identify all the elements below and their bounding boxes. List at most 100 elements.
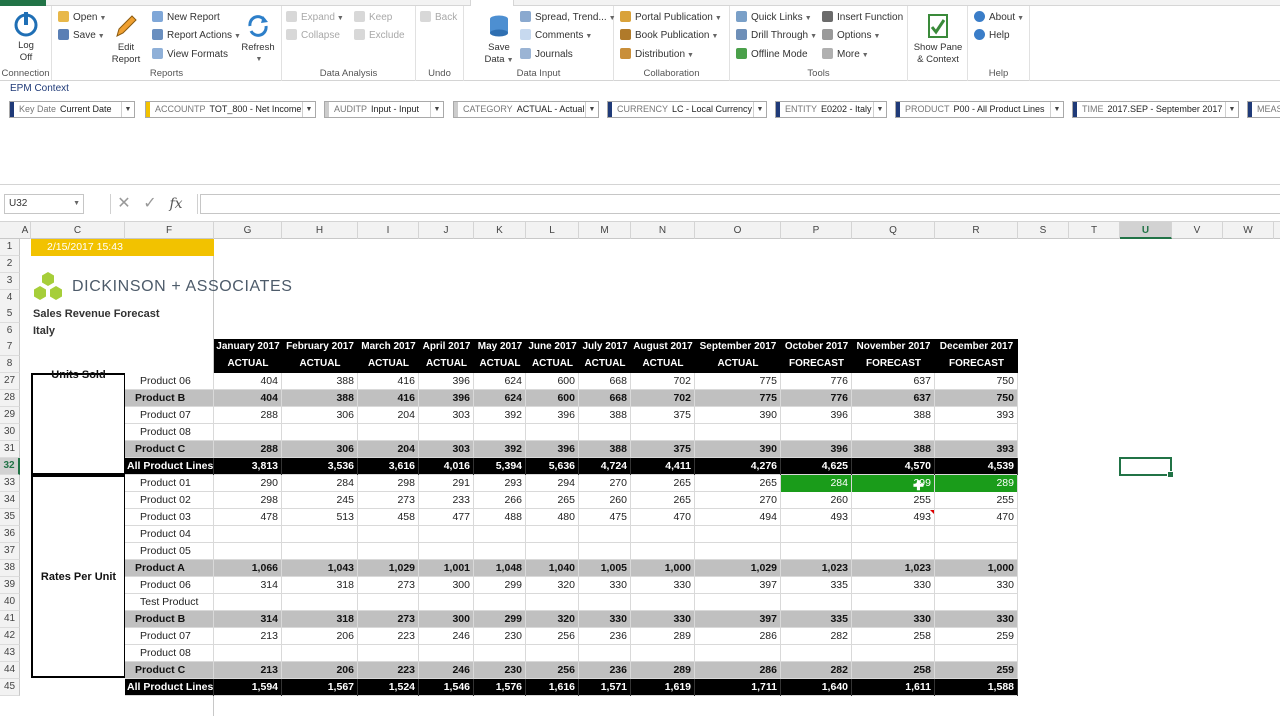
row-header-32[interactable]: 32 [0, 458, 20, 475]
data-cell[interactable]: 230 [474, 628, 526, 645]
data-cell[interactable]: 213 [214, 662, 282, 679]
data-cell[interactable]: 4,539 [935, 458, 1018, 475]
data-cell[interactable]: 223 [358, 628, 419, 645]
column-header-n[interactable]: N [631, 222, 695, 239]
data-cell[interactable]: 1,640 [781, 679, 852, 696]
row-label[interactable]: Product 01 [125, 475, 214, 492]
data-cell[interactable]: 5,394 [474, 458, 526, 475]
data-cell[interactable]: 320 [526, 611, 579, 628]
data-cell[interactable]: 775 [695, 390, 781, 407]
data-cell[interactable]: 330 [579, 611, 631, 628]
data-cell[interactable]: 393 [935, 441, 1018, 458]
data-cell[interactable]: 246 [419, 628, 474, 645]
row-label[interactable]: Product B [125, 390, 214, 407]
data-cell[interactable]: 1,576 [474, 679, 526, 696]
data-cell[interactable]: 600 [526, 390, 579, 407]
new-report-button[interactable]: New Report [152, 9, 220, 26]
data-cell[interactable]: 282 [781, 662, 852, 679]
data-cell[interactable]: 284 [781, 475, 852, 492]
data-cell[interactable] [474, 645, 526, 662]
edit-report-button[interactable]: Edit Report [108, 12, 144, 66]
data-cell[interactable]: 270 [695, 492, 781, 509]
exclude-button[interactable]: Exclude [354, 27, 405, 44]
data-cell[interactable]: 637 [852, 373, 935, 390]
data-cell[interactable]: 416 [358, 390, 419, 407]
data-cell[interactable] [695, 594, 781, 611]
data-cell[interactable] [474, 594, 526, 611]
data-cell[interactable] [419, 645, 474, 662]
row-header-38[interactable]: 38 [0, 560, 20, 577]
data-cell[interactable] [214, 594, 282, 611]
data-cell[interactable]: 245 [282, 492, 358, 509]
data-cell[interactable] [579, 424, 631, 441]
data-cell[interactable]: 493 [781, 509, 852, 526]
row-label[interactable]: Product 07 [125, 407, 214, 424]
data-cell[interactable]: 1,005 [579, 560, 631, 577]
row-label[interactable]: All Product Lines [125, 458, 214, 475]
data-cell[interactable]: 702 [631, 390, 695, 407]
data-cell[interactable]: 396 [419, 373, 474, 390]
data-cell[interactable]: 284 [282, 475, 358, 492]
distribution-button[interactable]: Distribution ▼ [620, 46, 694, 63]
data-cell[interactable]: 404 [214, 373, 282, 390]
data-cell[interactable] [474, 424, 526, 441]
data-cell[interactable] [852, 424, 935, 441]
data-cell[interactable]: 388 [852, 441, 935, 458]
file-tab[interactable] [0, 0, 46, 6]
data-cell[interactable]: 3,813 [214, 458, 282, 475]
data-cell[interactable]: 273 [358, 611, 419, 628]
data-cell[interactable] [526, 543, 579, 560]
data-cell[interactable]: 458 [358, 509, 419, 526]
data-cell[interactable] [474, 526, 526, 543]
chevron-down-icon[interactable]: ▼ [1225, 102, 1238, 117]
data-cell[interactable]: 750 [935, 373, 1018, 390]
data-cell[interactable]: 299 [852, 475, 935, 492]
data-cell[interactable]: 314 [214, 611, 282, 628]
data-cell[interactable]: 246 [419, 662, 474, 679]
data-cell[interactable]: 4,724 [579, 458, 631, 475]
data-cell[interactable] [358, 645, 419, 662]
data-cell[interactable]: 478 [214, 509, 282, 526]
column-header-t[interactable]: T [1069, 222, 1120, 239]
data-cell[interactable] [358, 424, 419, 441]
data-cell[interactable] [282, 594, 358, 611]
data-cell[interactable] [419, 424, 474, 441]
chevron-down-icon[interactable]: ▼ [121, 102, 134, 117]
row-label[interactable]: Product 03 [125, 509, 214, 526]
data-cell[interactable] [282, 424, 358, 441]
save-data-button[interactable]: Save Data ▼ [482, 12, 516, 67]
data-cell[interactable]: 1,567 [282, 679, 358, 696]
data-cell[interactable] [214, 424, 282, 441]
data-cell[interactable]: 286 [695, 628, 781, 645]
context-category[interactable]: CATEGORY ACTUAL - Actual ▼ [453, 101, 599, 118]
row-header-35[interactable]: 35 [0, 509, 20, 526]
data-cell[interactable]: 388 [282, 390, 358, 407]
data-cell[interactable]: 273 [358, 492, 419, 509]
data-cell[interactable]: 397 [695, 577, 781, 594]
row-header-4[interactable]: 4 [0, 290, 20, 307]
data-cell[interactable] [526, 645, 579, 662]
column-header-l[interactable]: L [526, 222, 579, 239]
data-cell[interactable]: 260 [781, 492, 852, 509]
data-cell[interactable]: 259 [935, 628, 1018, 645]
data-cell[interactable]: 488 [474, 509, 526, 526]
data-cell[interactable]: 265 [526, 492, 579, 509]
data-cell[interactable]: 1,023 [781, 560, 852, 577]
data-cell[interactable] [526, 526, 579, 543]
data-cell[interactable]: 4,570 [852, 458, 935, 475]
data-cell[interactable] [852, 645, 935, 662]
row-header-27[interactable]: 27 [0, 373, 20, 390]
row-header-40[interactable]: 40 [0, 594, 20, 611]
portal-publication-button[interactable]: Portal Publication ▼ [620, 9, 722, 26]
data-cell[interactable]: 5,636 [526, 458, 579, 475]
data-cell[interactable] [358, 594, 419, 611]
data-cell[interactable] [935, 594, 1018, 611]
data-cell[interactable]: 270 [579, 475, 631, 492]
data-cell[interactable]: 256 [526, 662, 579, 679]
row-header-45[interactable]: 45 [0, 679, 20, 696]
data-cell[interactable]: 477 [419, 509, 474, 526]
drill-through-button[interactable]: Drill Through ▼ [736, 27, 817, 44]
row-label[interactable]: Product 06 [125, 577, 214, 594]
data-cell[interactable]: 265 [631, 492, 695, 509]
data-cell[interactable]: 260 [579, 492, 631, 509]
